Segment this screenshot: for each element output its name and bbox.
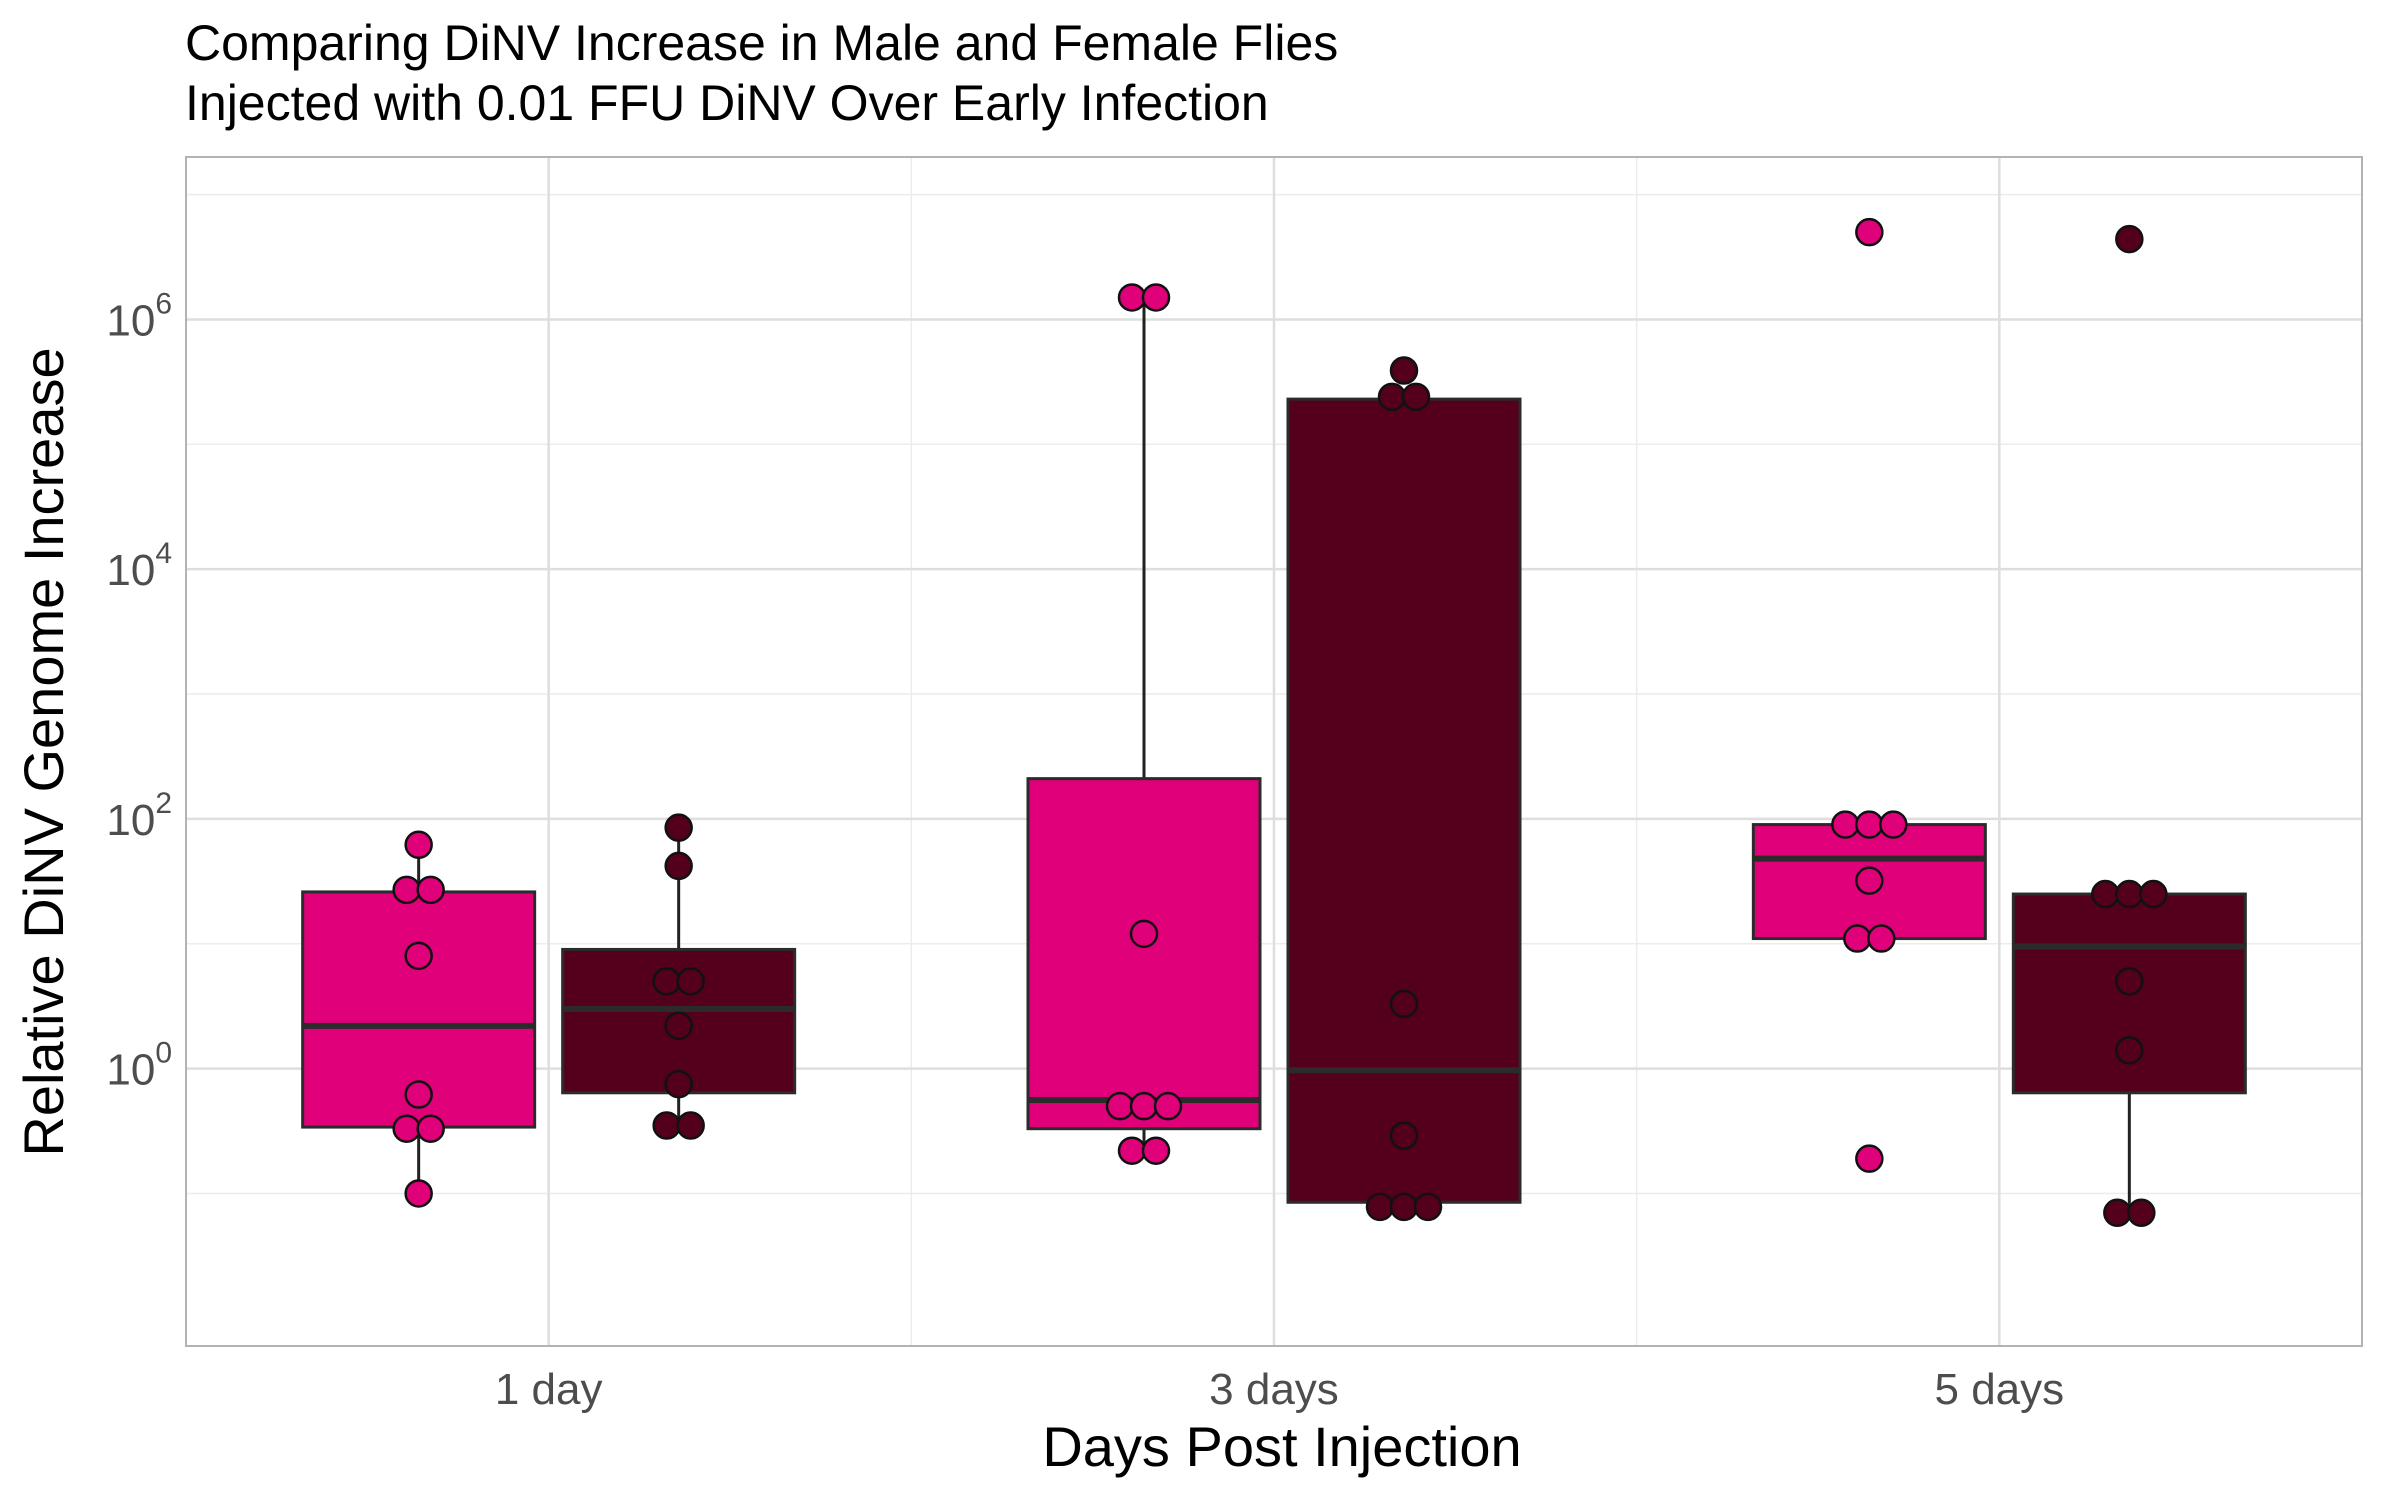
plot-border bbox=[185, 156, 2363, 1347]
data-point bbox=[1105, 1091, 1135, 1121]
data-point bbox=[416, 1114, 445, 1143]
data-point bbox=[1141, 1136, 1171, 1165]
data-point bbox=[2139, 879, 2168, 909]
data-point bbox=[1855, 810, 1884, 839]
data-point bbox=[2127, 1198, 2156, 1228]
y-tick-label: 104 bbox=[106, 537, 172, 595]
data-point bbox=[652, 967, 681, 996]
data-point bbox=[1117, 1136, 1147, 1165]
data-point bbox=[664, 1011, 693, 1041]
data-point bbox=[392, 875, 421, 905]
data-point bbox=[676, 1111, 705, 1140]
data-point bbox=[404, 941, 433, 971]
data-point bbox=[1365, 1192, 1395, 1222]
x-tick-label: 5 days bbox=[1935, 1365, 2065, 1414]
data-point bbox=[1879, 810, 1908, 839]
data-point bbox=[676, 967, 705, 996]
data-point bbox=[2115, 967, 2144, 996]
data-point bbox=[416, 875, 445, 905]
data-point bbox=[1141, 283, 1171, 312]
data-point bbox=[1117, 283, 1147, 312]
point-layer bbox=[392, 217, 2168, 1228]
data-point bbox=[392, 1114, 421, 1143]
data-point bbox=[2115, 224, 2144, 254]
y-tick-label: 102 bbox=[106, 787, 172, 845]
data-point bbox=[664, 813, 693, 842]
box bbox=[1286, 397, 1522, 1204]
data-point bbox=[1377, 382, 1407, 412]
data-point bbox=[664, 1069, 693, 1099]
data-point bbox=[2091, 879, 2120, 909]
data-point bbox=[1389, 356, 1419, 385]
chart-title-line-2: Injected with 0.01 FFU DiNV Over Early I… bbox=[185, 75, 1269, 131]
y-tick-label: 100 bbox=[106, 1037, 172, 1095]
box bbox=[1026, 777, 1262, 1131]
data-point bbox=[1401, 382, 1431, 412]
data-point bbox=[1129, 1091, 1159, 1121]
data-point bbox=[664, 851, 693, 881]
data-point bbox=[2115, 1036, 2144, 1065]
x-tick-label: 3 days bbox=[1209, 1365, 1339, 1414]
chart-title-line-1: Comparing DiNV Increase in Male and Fema… bbox=[185, 15, 1338, 71]
x-tick-label: 1 day bbox=[495, 1365, 603, 1414]
data-point bbox=[1389, 989, 1419, 1019]
data-point bbox=[1855, 217, 1884, 247]
y-tick-label: 106 bbox=[106, 287, 172, 345]
data-point bbox=[1831, 810, 1860, 839]
data-point bbox=[1855, 1144, 1884, 1173]
data-point bbox=[1153, 1091, 1183, 1121]
data-point bbox=[1389, 1192, 1419, 1222]
data-point bbox=[404, 1080, 433, 1109]
data-point bbox=[652, 1111, 681, 1140]
data-point bbox=[404, 1179, 433, 1208]
data-point bbox=[1129, 919, 1159, 949]
data-point bbox=[404, 830, 433, 860]
data-point bbox=[1389, 1121, 1419, 1150]
data-point bbox=[1843, 924, 1872, 953]
data-point bbox=[2115, 879, 2144, 909]
data-point bbox=[1867, 924, 1896, 953]
x-axis-title: Days Post Injection bbox=[1042, 1415, 1521, 1478]
tick-layer: 100 102 104 106 1 day 3 days 5 days bbox=[106, 287, 2064, 1414]
y-axis-title: Relative DiNV Genome Increase bbox=[12, 347, 75, 1156]
data-point bbox=[1413, 1192, 1443, 1222]
data-point bbox=[2103, 1198, 2132, 1228]
data-point bbox=[1855, 866, 1884, 895]
